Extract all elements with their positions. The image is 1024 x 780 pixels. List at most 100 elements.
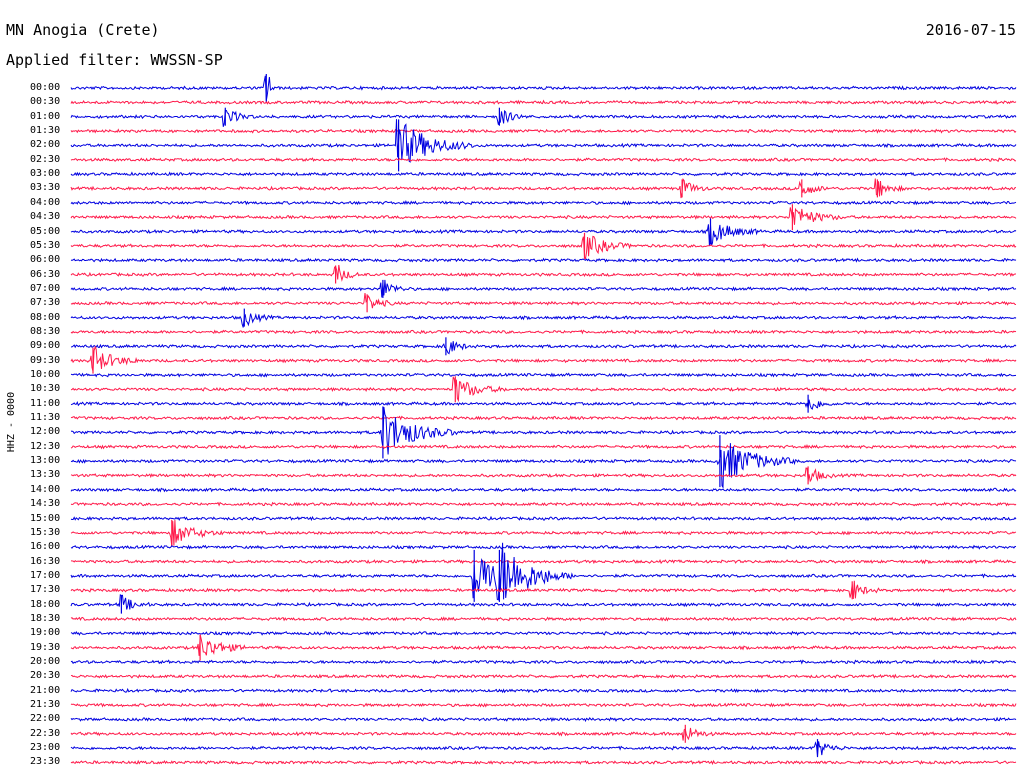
seismogram-trace [70, 702, 1017, 708]
time-label: 21:30 [30, 699, 61, 711]
time-label: 03:00 [30, 168, 61, 180]
seismogram-trace [70, 75, 1017, 101]
seismogram-trace [70, 515, 1017, 522]
seismogram-trace [70, 634, 1017, 656]
seismogram-trace [70, 630, 1017, 637]
seismogram-trace [70, 200, 1017, 206]
time-label: 18:00 [30, 598, 61, 610]
seismogram-trace [70, 616, 1017, 622]
time-label: 06:30 [30, 268, 61, 280]
time-label: 20:30 [30, 670, 61, 682]
time-label: 12:00 [30, 426, 61, 438]
seismogram-trace [70, 109, 1017, 127]
seismogram-trace [70, 542, 1017, 601]
seismogram-trace [70, 399, 1017, 410]
time-label: 05:00 [30, 225, 61, 237]
time-label: 22:00 [30, 713, 61, 725]
time-label: 03:30 [30, 182, 61, 194]
seismogram-trace [70, 727, 1017, 741]
time-label: 07:00 [30, 282, 61, 294]
time-label: 17:30 [30, 584, 61, 596]
time-label: 00:30 [30, 96, 61, 108]
seismogram-trace [70, 415, 1017, 421]
seismogram-trace [70, 345, 1017, 372]
time-label: 10:00 [30, 369, 61, 380]
time-label: 01:30 [30, 125, 61, 137]
time-label: 19:30 [30, 641, 61, 653]
seismogram-trace [70, 467, 1017, 483]
time-label: 09:00 [30, 340, 61, 352]
seismogram-trace [70, 171, 1017, 177]
seismogram-trace [70, 224, 1017, 246]
time-label: 20:00 [30, 656, 61, 667]
time-label: 12:30 [30, 440, 61, 452]
time-label: 08:00 [30, 311, 61, 323]
time-label: 14:30 [30, 498, 61, 510]
time-label: 15:30 [30, 526, 61, 538]
time-label: 07:30 [30, 297, 61, 309]
seismogram-trace [70, 128, 1017, 134]
seismogram-trace [70, 673, 1017, 679]
time-label: 06:00 [30, 254, 61, 266]
time-label: 14:00 [30, 483, 61, 495]
seismogram-trace [70, 443, 1017, 489]
seismogram-trace [70, 407, 1017, 455]
seismogram-trace [70, 329, 1017, 335]
seismogram-trace [70, 444, 1017, 450]
seismogram-trace [70, 207, 1017, 225]
time-label: 02:30 [30, 153, 61, 165]
record-date: 2016-07-15 [925, 21, 1016, 39]
seismogram-trace [70, 119, 1017, 163]
time-label: 21:00 [30, 684, 61, 696]
time-label: 05:30 [30, 239, 61, 251]
seismogram-trace [70, 375, 1017, 403]
seismogram-trace [70, 157, 1017, 163]
time-label: 17:00 [30, 569, 61, 581]
time-label: 00:00 [30, 82, 61, 93]
time-label: 18:30 [30, 612, 61, 624]
seismogram-trace [70, 264, 1016, 282]
seismogram-trace [70, 177, 1016, 199]
seismogram-trace [70, 99, 1017, 105]
seismogram-trace [70, 372, 1017, 378]
seismogram-trace [70, 659, 1017, 665]
seismogram-trace [70, 759, 1017, 766]
time-label: 19:00 [30, 627, 61, 639]
time-label: 04:30 [30, 211, 61, 223]
seismogram-trace [70, 501, 1017, 507]
seismogram-trace [70, 594, 1017, 610]
station-title: MN Anogia (Crete) [6, 21, 160, 39]
seismogram-trace [70, 235, 1017, 260]
time-label: 13:00 [30, 455, 61, 467]
applied-filter-label: Applied filter: WWSSN-SP [6, 51, 223, 69]
time-label: 13:30 [30, 469, 61, 481]
time-label: 04:00 [30, 196, 61, 208]
time-label: 10:30 [30, 383, 61, 395]
seismogram-trace [70, 544, 1017, 550]
seismogram-trace [70, 279, 1017, 298]
seismogram-trace [70, 312, 1017, 328]
time-label: 22:30 [30, 727, 61, 739]
seismogram-trace [70, 293, 1017, 309]
seismogram-trace [70, 716, 1017, 723]
seismogram-trace [70, 687, 1017, 694]
time-label: 11:30 [30, 412, 61, 424]
time-label: 16:00 [30, 541, 61, 553]
time-labels: 00:00 00:30 01:00 01:30 02:00 02:30 03:00 03:30… [0, 0, 70, 780]
seismogram-trace [70, 741, 1016, 757]
seismogram-trace [70, 257, 1017, 263]
time-label: 16:30 [30, 555, 61, 567]
time-label: 08:30 [30, 325, 61, 337]
time-label: 23:30 [30, 756, 61, 768]
time-label: 15:00 [30, 512, 61, 524]
time-label: 02:00 [30, 139, 61, 151]
time-label: 23:00 [30, 742, 61, 754]
time-label: 11:00 [30, 397, 61, 409]
time-label: 09:30 [30, 354, 61, 366]
seismogram-trace [71, 341, 1017, 355]
seismogram-trace [70, 519, 1017, 547]
seismogram-trace [70, 558, 1017, 565]
seismogram-trace [70, 580, 1016, 600]
seismogram-trace [70, 487, 1017, 493]
